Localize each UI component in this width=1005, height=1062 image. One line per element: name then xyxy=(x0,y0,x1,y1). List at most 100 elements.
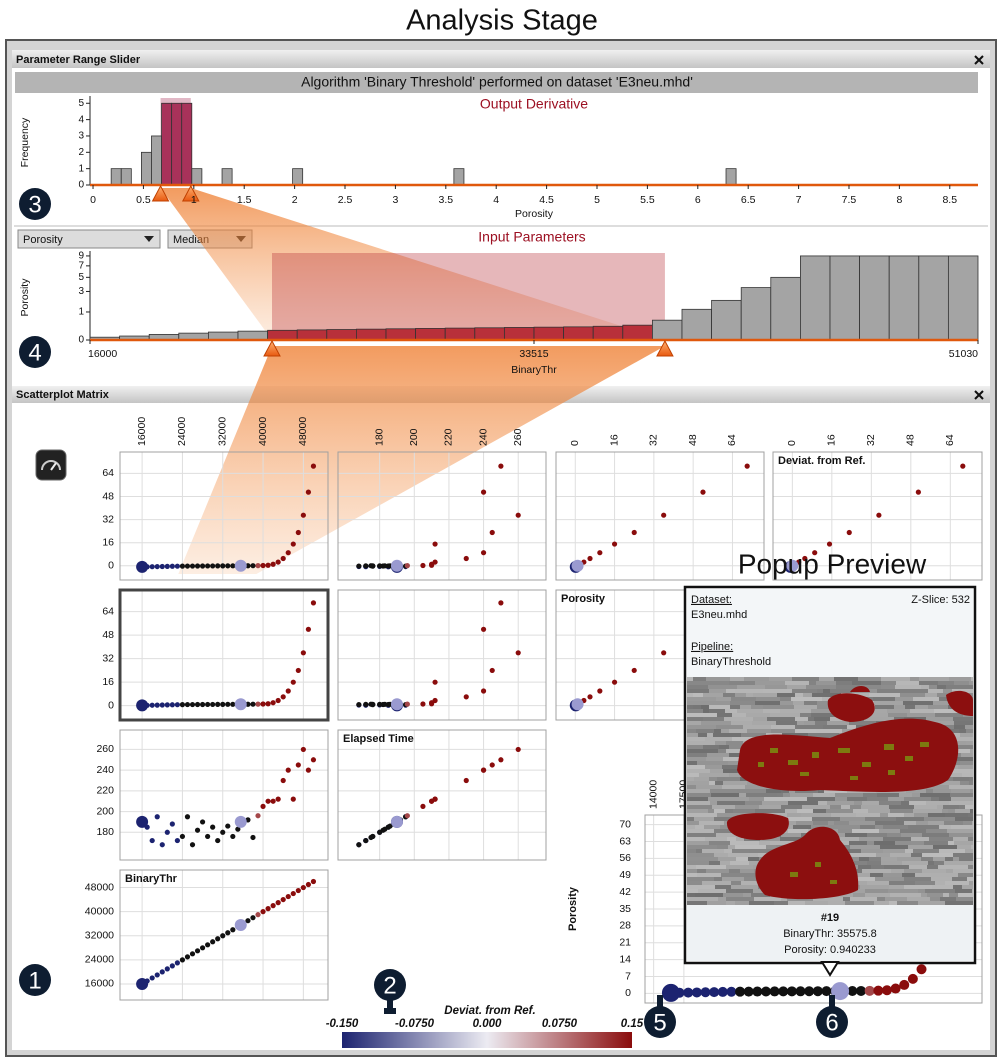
texture xyxy=(826,809,853,813)
texture xyxy=(861,849,883,853)
scatter-point xyxy=(179,833,186,840)
texture xyxy=(960,781,969,785)
texture xyxy=(827,721,849,725)
texture xyxy=(741,733,766,737)
scatter-point xyxy=(230,833,236,840)
texture xyxy=(728,853,758,857)
texture xyxy=(687,801,710,805)
scatter-point xyxy=(876,512,882,518)
texture xyxy=(731,721,752,725)
texture xyxy=(901,833,922,837)
texture xyxy=(694,817,714,821)
texture xyxy=(743,893,751,897)
scatter-point xyxy=(390,559,403,572)
texture xyxy=(687,689,709,693)
texture xyxy=(728,761,741,765)
texture xyxy=(838,829,852,833)
texture xyxy=(850,845,880,849)
scatter-point xyxy=(864,985,875,996)
scatter-point xyxy=(489,762,495,768)
texture xyxy=(687,829,714,833)
dropdown[interactable]: Porosity xyxy=(17,229,161,249)
texture xyxy=(703,717,724,721)
texture xyxy=(867,709,887,713)
scatter-point xyxy=(164,563,170,569)
texture xyxy=(782,817,812,821)
scatter-point xyxy=(234,698,247,711)
scatter-point xyxy=(390,815,403,828)
scatter-point xyxy=(174,960,180,966)
texture xyxy=(841,805,850,809)
histogram-bar xyxy=(151,135,162,186)
texture xyxy=(962,885,973,889)
texture xyxy=(937,805,943,809)
scatter-point xyxy=(847,986,858,997)
texture xyxy=(900,829,926,833)
histogram-bar xyxy=(171,102,183,186)
scatter-point xyxy=(136,815,149,828)
texture xyxy=(732,849,749,853)
scatter-point xyxy=(597,550,603,556)
scatter-point xyxy=(255,701,261,707)
texture xyxy=(687,725,716,729)
histogram-bar xyxy=(296,329,328,341)
texture xyxy=(920,793,950,797)
texture xyxy=(693,677,706,681)
scatter-point xyxy=(189,951,196,957)
texture xyxy=(789,789,795,793)
scatter-point xyxy=(250,834,256,841)
texture xyxy=(954,841,973,845)
histogram-bar xyxy=(725,168,737,186)
texture xyxy=(780,709,811,713)
badge: 1 xyxy=(19,964,51,996)
scatter-point xyxy=(169,702,175,708)
texture xyxy=(836,685,860,689)
scatter-point xyxy=(786,986,797,997)
scatter-point xyxy=(812,986,823,997)
texture xyxy=(889,881,915,885)
link-cone xyxy=(160,188,665,340)
texture xyxy=(960,733,973,737)
scatter-point xyxy=(368,563,374,569)
texture xyxy=(729,681,738,685)
texture xyxy=(777,793,783,797)
texture xyxy=(824,789,847,793)
texture xyxy=(958,765,973,769)
settings-icon[interactable] xyxy=(35,449,67,481)
y-tick-label: 28 xyxy=(619,920,631,932)
texture xyxy=(965,849,973,853)
scatter-point xyxy=(285,893,291,900)
texture xyxy=(795,717,808,721)
texture xyxy=(829,825,860,829)
histogram-bar xyxy=(503,327,535,341)
close-button[interactable] xyxy=(974,55,984,65)
scatter-point xyxy=(210,824,216,830)
scatter-point xyxy=(154,972,160,978)
scatter-point xyxy=(280,694,286,700)
texture xyxy=(723,781,747,785)
texture xyxy=(926,829,947,833)
texture xyxy=(877,793,899,797)
texture xyxy=(737,709,763,713)
chart-title: Input Parameters xyxy=(478,229,585,245)
close-button[interactable] xyxy=(974,390,984,400)
texture xyxy=(853,893,865,897)
y-tick-label: 16 xyxy=(102,536,114,548)
texture xyxy=(805,901,828,905)
texture xyxy=(743,725,771,729)
x-tick-label: 5 xyxy=(594,194,600,206)
y-tick-label: 260 xyxy=(96,743,114,755)
scatter-point xyxy=(234,815,247,828)
texture xyxy=(803,693,812,697)
texture xyxy=(946,685,973,689)
histogram-bar xyxy=(110,168,122,186)
histogram-bar xyxy=(191,168,203,186)
texture xyxy=(843,841,849,845)
scatter-point xyxy=(786,559,799,572)
y-tick-label: 32000 xyxy=(85,930,114,942)
y-tick-label: 40000 xyxy=(85,905,114,917)
scatter-point xyxy=(205,563,211,569)
y-tick-label: 4 xyxy=(78,114,84,125)
popup-header xyxy=(687,589,973,677)
y-tick-label: 240 xyxy=(96,764,114,776)
